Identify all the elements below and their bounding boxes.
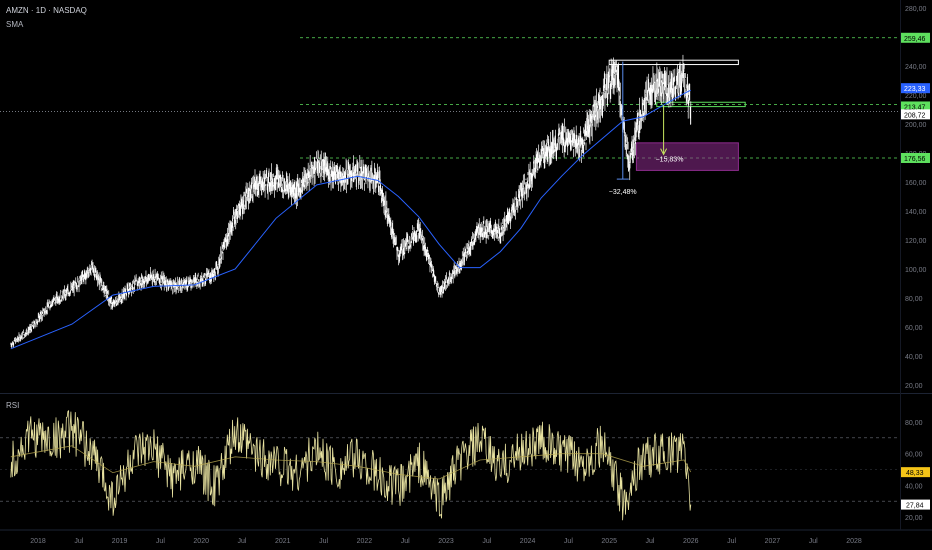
price-tick-label: 200,00 [905,122,927,129]
time-tick-label: 2025 [601,538,617,545]
time-tick-label: 2024 [520,538,536,545]
price-label-badge [901,101,930,112]
price-label-badge [901,109,930,120]
time-tick-label: Jul [646,538,655,545]
time-tick-label: Jul [238,538,247,545]
time-tick-label: Jul [319,538,328,545]
price-axis[interactable]: 280,00260,00240,00220,00200,00180,00160,… [901,6,930,390]
price-tick-label: 20,00 [905,383,923,390]
rsi-pane[interactable] [0,410,900,521]
price-label-badge [901,83,930,94]
target-arrow-head [660,148,668,156]
price-label-text: 208,72 [904,112,926,119]
axis-separator [900,0,901,530]
time-tick-label: Jul [564,538,573,545]
time-tick-label: 2026 [683,538,699,545]
time-tick-label: 2028 [846,538,862,545]
rsi-tick-label: 40,00 [905,483,923,490]
candles [10,54,692,349]
rsi-tick-label: 80,00 [905,420,923,427]
price-pane[interactable]: −32,48% −15,83% [0,37,900,350]
time-tick-label: Jul [809,538,818,545]
price-label-text: 213,47 [904,104,926,111]
price-tick-label: 120,00 [905,238,927,245]
price-tick-label: 100,00 [905,267,927,274]
price-tick-label: 60,00 [905,325,923,332]
sma-line [10,89,692,350]
target-box-2 [635,142,739,171]
price-tick-label: 220,00 [905,93,927,100]
time-tick-label: Jul [156,538,165,545]
support-box-1 [656,101,746,108]
indicator-label-rsi[interactable]: RSI [6,401,20,410]
price-tick-label: 240,00 [905,64,927,71]
price-tick-label: 160,00 [905,180,927,187]
resistance-box-0 [608,59,739,66]
rsi-label-badge [901,499,930,510]
price-label-text: 223,33 [904,86,926,93]
pane-separator[interactable] [0,393,932,394]
rsi-ma-line [10,445,692,480]
rsi-axis[interactable]: 80,00 60,00 40,00 20,00 48,33 27,84 [901,420,930,522]
time-tick-label: 2020 [193,538,209,545]
annotation-label: −15,83% [656,157,684,164]
rsi-line [10,410,692,521]
time-tick-label: Jul [727,538,736,545]
time-tick-label: 2023 [438,538,454,545]
price-label-text: 259,46 [904,36,926,43]
price-tick-label: 280,00 [905,6,927,13]
symbol-title[interactable]: AMZN · 1D · NASDAQ [6,6,87,15]
time-tick-label: 2022 [357,538,373,545]
time-tick-label: 2021 [275,538,291,545]
price-tick-label: 40,00 [905,354,923,361]
annotation-label: −32,48% [609,189,637,196]
time-tick-label: Jul [74,538,83,545]
time-tick-label: 2018 [30,538,46,545]
price-label-badge [901,32,930,43]
rsi-label-text: 48,33 [906,470,924,477]
time-tick-label: Jul [401,538,410,545]
time-tick-label: Jul [482,538,491,545]
price-label-text: 176,56 [904,156,926,163]
time-tick-label: 2019 [112,538,128,545]
indicator-label-sma[interactable]: SMA [6,20,24,29]
rsi-label-text: 27,84 [906,503,924,510]
time-tick-label: 2027 [765,538,781,545]
price-label-badge [901,152,930,163]
price-tick-label: 80,00 [905,296,923,303]
price-tick-label: 140,00 [905,209,927,216]
rsi-label-badge [901,467,930,478]
time-axis[interactable]: 2018 Jul 2019 Jul 2020 Jul 2021 Jul 2022 Jul 2023 J… [0,529,932,545]
rsi-tick-label: 60,00 [905,452,923,459]
rsi-tick-label: 20,00 [905,515,923,522]
